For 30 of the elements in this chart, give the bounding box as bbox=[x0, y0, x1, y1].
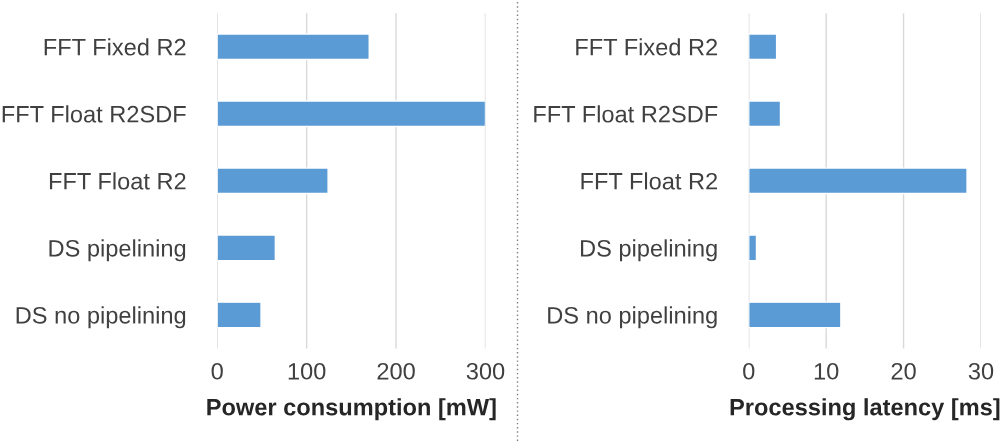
y-tick-label: FFT Float R2 bbox=[49, 172, 186, 190]
x-tick-label: 10 bbox=[814, 362, 839, 380]
x-tick-label: 20 bbox=[891, 362, 916, 380]
y-tick-label: FFT Float R2 bbox=[581, 172, 718, 190]
x-tick-label: 0 bbox=[211, 362, 223, 380]
y-tick-label: FFT Fixed R2 bbox=[576, 38, 718, 56]
y-tick-label: FFT Float R2SDF bbox=[2, 105, 186, 123]
bar bbox=[217, 33, 370, 61]
bar bbox=[217, 234, 277, 262]
x-tick-label: 300 bbox=[466, 362, 505, 380]
y-tick-label: FFT Fixed R2 bbox=[44, 38, 186, 56]
y-tick-label: DS pipelining bbox=[581, 239, 717, 262]
x-axis-title: Power consumption [mW] bbox=[207, 398, 496, 421]
x-tick-label: 200 bbox=[377, 362, 415, 380]
x-tick-label: 100 bbox=[288, 362, 326, 380]
bar bbox=[217, 301, 262, 329]
x-axis-title: Processing latency [ms] bbox=[730, 398, 1000, 421]
bar bbox=[748, 167, 968, 195]
y-tick-label: DS pipelining bbox=[49, 239, 186, 262]
bar bbox=[217, 167, 329, 195]
bar bbox=[748, 234, 758, 262]
x-tick-label: 0 bbox=[743, 362, 755, 380]
y-tick-label: DS no pipelining bbox=[16, 306, 186, 329]
y-tick-label: DS no pipelining bbox=[548, 306, 717, 329]
bar bbox=[748, 100, 782, 128]
bar bbox=[748, 301, 842, 329]
x-tick-label: 30 bbox=[968, 362, 994, 380]
y-tick-label: FFT Float R2SDF bbox=[534, 105, 718, 123]
bar bbox=[217, 100, 486, 128]
bar bbox=[748, 33, 778, 61]
